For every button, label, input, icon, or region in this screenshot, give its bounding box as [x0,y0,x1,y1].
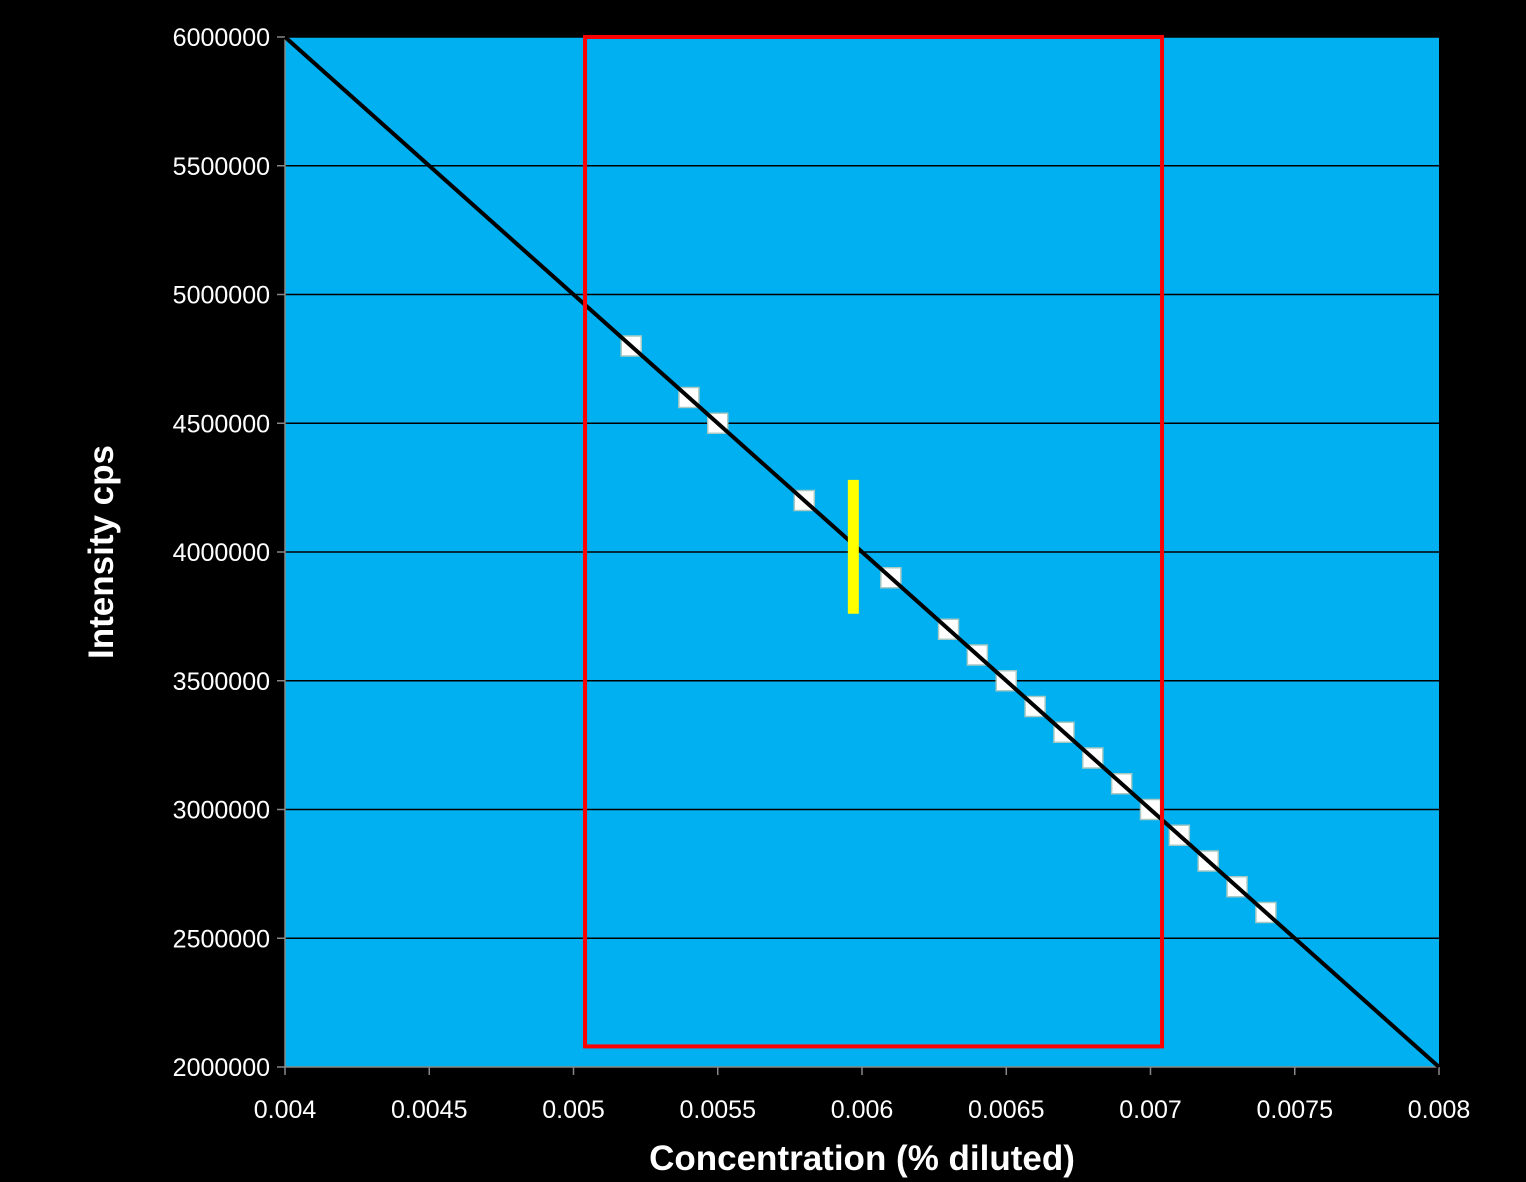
x-tick-label-1: 0.0045 [391,1096,467,1124]
x-tick-label-7: 0.0075 [1257,1096,1333,1124]
annotations [583,35,1165,1049]
x-tick-labels: 0.004 0.0045 0.005 0.0055 0.006 0.0065 0.007 0.… [254,1096,1471,1124]
x-tick-label-8: 0.008 [1408,1096,1471,1124]
fit-line-group [283,35,1441,1069]
highlight-rectangle [583,35,1165,1049]
y-tick-label-1: 2500000 [173,925,270,953]
x-tick-label-0: 0.004 [254,1096,317,1124]
y-tick-label-3: 3500000 [173,668,270,696]
x-tick-label-5: 0.0065 [968,1096,1044,1124]
y-tick-label-2: 3000000 [173,797,270,825]
y-axis-title: Intensity cps [82,445,121,659]
y-tick-label-0: 2000000 [173,1054,270,1082]
x-tick-label-6: 0.007 [1119,1096,1182,1124]
axes [277,36,1440,1075]
y-tick-label-5: 4500000 [173,410,270,438]
y-tick-label-7: 5500000 [173,153,270,181]
x-axis-title: Concentration (% diluted) [649,1139,1075,1178]
x-tick-label-4: 0.006 [831,1096,894,1124]
fit-line [283,35,1441,1069]
x-tick-label-2: 0.005 [542,1096,605,1124]
y-tick-label-6: 5000000 [173,282,270,310]
y-tick-label-4: 4000000 [173,539,270,567]
y-tick-labels: 2000000 2500000 3000000 3500000 4000000 45000… [173,24,270,1082]
y-tick-label-8: 6000000 [173,24,270,52]
x-tick-label-3: 0.0055 [680,1096,756,1124]
